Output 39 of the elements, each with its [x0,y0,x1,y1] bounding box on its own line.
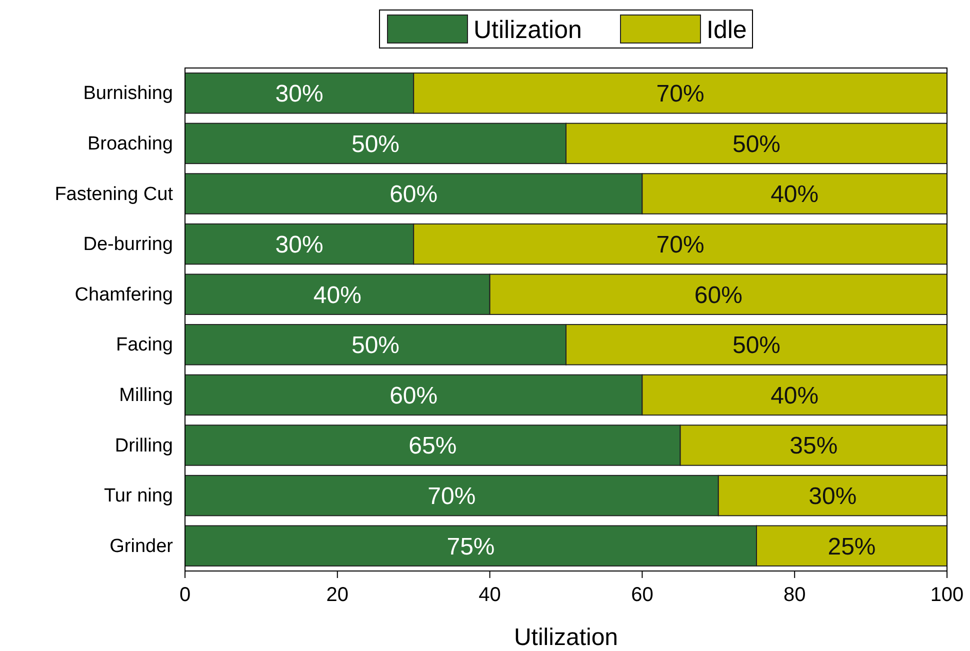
data-label: 50% [732,332,781,360]
data-label: 60% [694,282,742,309]
x-tick-label: 40 [478,584,501,606]
data-label: 40% [313,282,362,309]
data-label: 75% [446,533,495,560]
legend-label: Idle [706,16,747,44]
y-tick-label: Tur ning [104,486,173,507]
data-label: 70% [656,80,704,108]
y-tick-label: Drilling [114,435,173,456]
data-label: 35% [790,432,838,460]
data-label: 40% [770,382,819,410]
data-label: 50% [351,332,400,360]
data-label: 70% [428,482,476,510]
x-tick-label: 20 [326,584,349,606]
data-label: 25% [828,533,876,560]
data-label: 30% [275,231,324,258]
y-tick-label: Broaching [87,134,173,155]
x-tick-label: 0 [179,584,191,606]
data-label: 30% [808,482,857,510]
y-tick-label: Fastening Cut [54,184,174,205]
y-tick-label: Facing [116,334,173,356]
data-label: 50% [351,130,400,158]
data-label: 60% [390,382,438,410]
data-label: 70% [656,231,704,258]
x-tick-label: 80 [783,584,806,606]
data-label: 40% [770,181,819,208]
y-tick-label: Burnishing [83,83,173,104]
x-tick-label: 100 [930,584,964,606]
x-axis-title: Utilization [514,624,618,651]
y-tick-label: Milling [119,385,173,406]
y-tick-label: De-burring [83,234,173,256]
data-label: 60% [390,181,438,208]
x-tick-label: 60 [631,584,654,606]
data-label: 30% [275,80,324,108]
y-tick-label: Grinder [110,536,174,557]
data-label: 65% [408,432,457,460]
y-tick-label: Chamfering [74,284,173,306]
legend-label: Utilization [474,16,582,44]
data-label: 50% [732,130,781,158]
